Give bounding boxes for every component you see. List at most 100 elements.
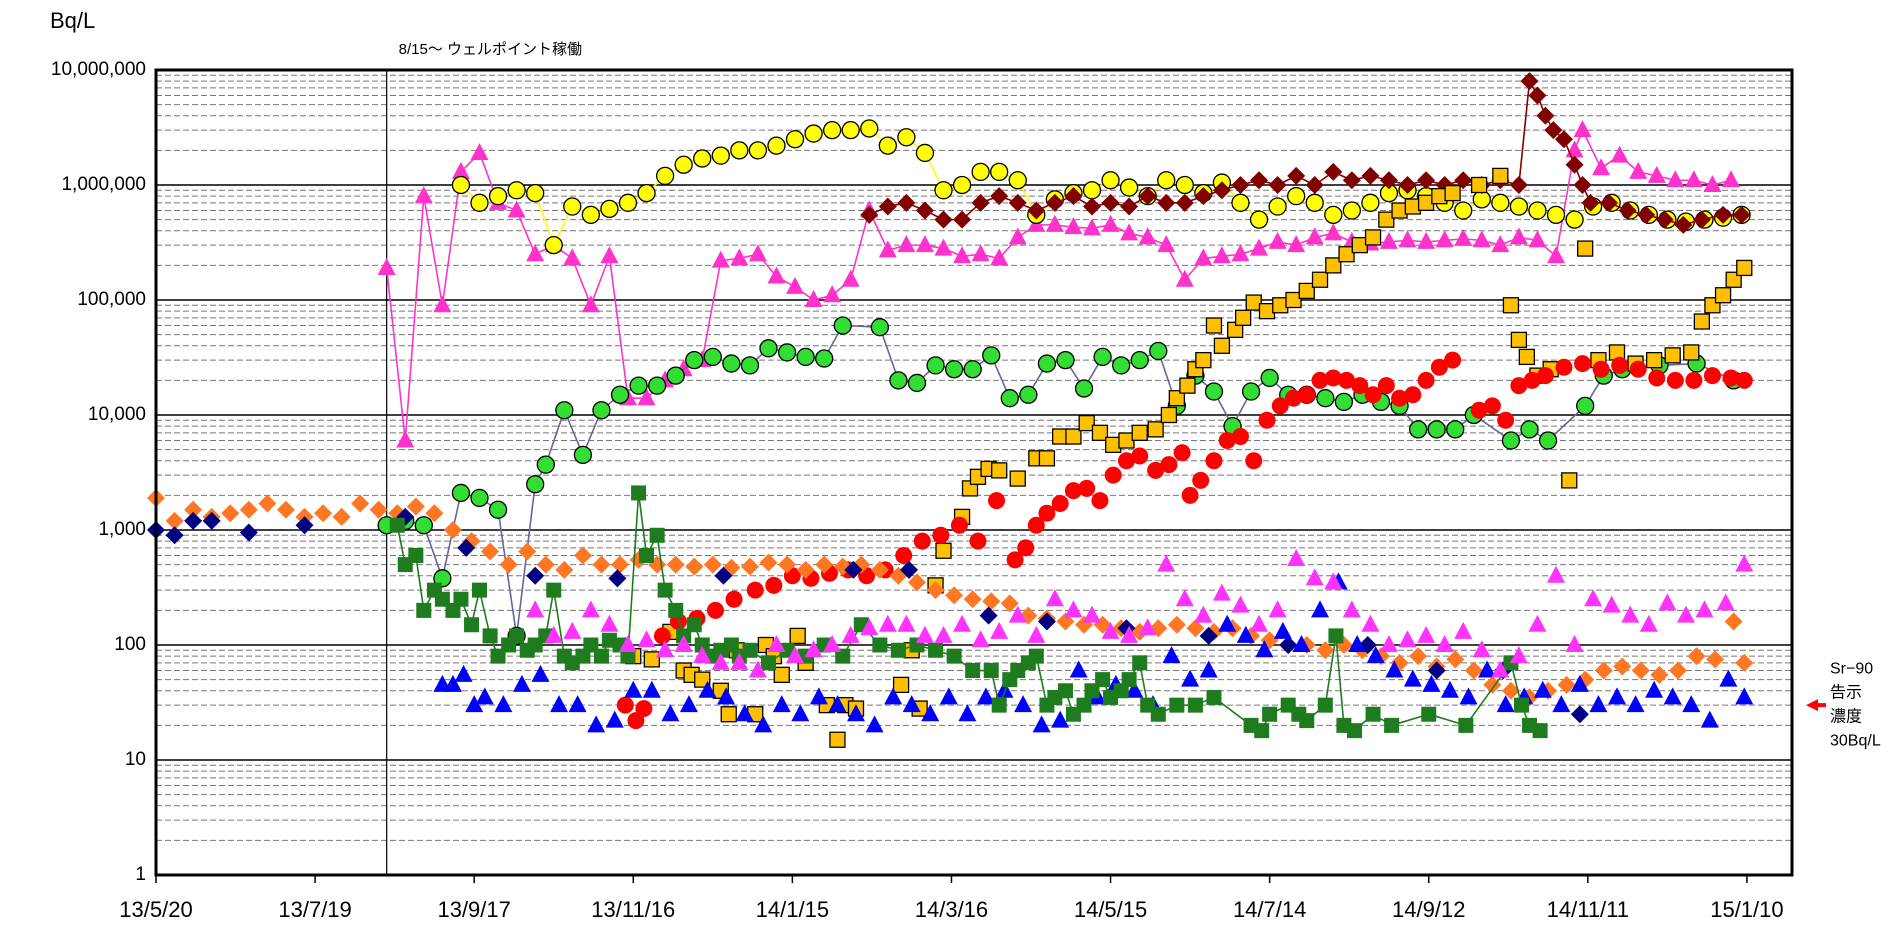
point [796, 347, 815, 367]
point [425, 504, 444, 523]
point [1028, 648, 1044, 664]
point [1417, 171, 1436, 190]
point [1607, 687, 1626, 705]
point [351, 494, 370, 513]
point [629, 376, 648, 395]
point [1037, 354, 1057, 373]
point [608, 569, 627, 588]
point [714, 566, 733, 585]
point [895, 547, 913, 565]
point [666, 366, 685, 385]
point [507, 181, 526, 200]
point [507, 200, 526, 218]
point [1427, 661, 1446, 680]
point [841, 120, 860, 140]
point [1454, 171, 1473, 190]
point [935, 542, 952, 559]
point [555, 401, 574, 420]
point [1285, 389, 1303, 407]
point [965, 663, 981, 679]
point [1027, 516, 1045, 534]
annotation: 濃度 [1830, 707, 1862, 725]
x-tick-label: 14/3/16 [915, 897, 988, 922]
point [1589, 695, 1608, 713]
point [796, 560, 815, 579]
point [1008, 171, 1027, 190]
y-tick-label: 100 [114, 634, 146, 655]
point [1509, 646, 1528, 664]
point [618, 193, 638, 212]
point [822, 120, 842, 140]
point [443, 521, 462, 539]
point [791, 704, 810, 722]
point [1417, 371, 1435, 389]
point [1162, 646, 1181, 664]
point [396, 430, 415, 448]
point [722, 354, 741, 373]
point [1206, 689, 1222, 705]
point [1132, 655, 1148, 671]
point [475, 687, 494, 705]
point [526, 566, 545, 585]
point [433, 295, 452, 313]
point [1254, 723, 1270, 739]
point [1082, 197, 1101, 216]
point [990, 187, 1009, 206]
annotation: Sr−90 [1830, 660, 1873, 677]
point [1561, 472, 1578, 489]
point [804, 124, 823, 143]
point [1496, 695, 1515, 713]
point [777, 343, 797, 362]
point [1076, 697, 1092, 713]
point [693, 149, 712, 168]
point [1074, 379, 1094, 398]
point [1716, 593, 1735, 611]
point [1027, 201, 1046, 220]
point [165, 511, 184, 530]
point [443, 674, 462, 692]
point [518, 542, 537, 561]
point [1631, 661, 1650, 680]
point [889, 371, 908, 390]
point [844, 560, 863, 579]
point [1121, 672, 1137, 688]
point [1509, 176, 1528, 194]
point [983, 663, 999, 679]
point [1714, 205, 1733, 224]
point [829, 731, 846, 748]
point [488, 186, 508, 206]
point [1262, 706, 1278, 722]
point [1538, 431, 1558, 450]
point [481, 542, 500, 561]
point [637, 183, 656, 203]
point [1570, 674, 1589, 692]
point [1444, 184, 1461, 202]
y-tick-label: 10 [125, 749, 146, 770]
point [1249, 210, 1269, 229]
point [1700, 710, 1719, 728]
point [988, 492, 1006, 510]
point [1637, 205, 1656, 224]
point [1213, 337, 1231, 354]
point [767, 136, 786, 155]
point [1334, 392, 1354, 412]
point [1404, 386, 1422, 404]
point [1169, 697, 1185, 713]
point [1483, 675, 1502, 694]
point [1501, 681, 1520, 700]
point [1311, 600, 1330, 618]
point [990, 162, 1009, 182]
point [1366, 646, 1385, 664]
point [878, 197, 897, 216]
point [1552, 695, 1571, 713]
point [674, 155, 693, 174]
point [1695, 600, 1714, 618]
point [1149, 341, 1168, 361]
point [828, 695, 847, 713]
point [1120, 223, 1139, 241]
point [1509, 197, 1529, 216]
point [1160, 406, 1178, 424]
point [982, 346, 1001, 365]
point [465, 695, 484, 713]
point [1544, 121, 1563, 140]
